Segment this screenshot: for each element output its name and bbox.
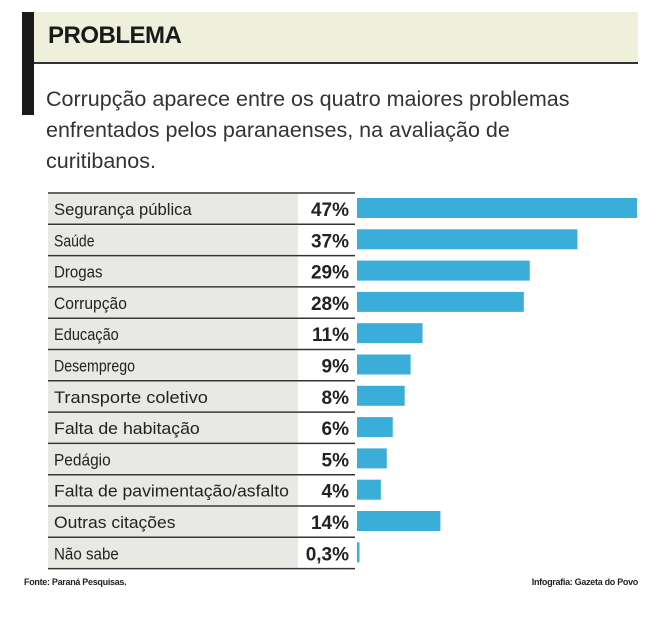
category-label: Educação	[54, 325, 119, 344]
value-label: 8%	[322, 388, 350, 409]
bar	[357, 479, 381, 500]
category-label: Falta de habitação	[54, 419, 200, 438]
value-label: 47%	[311, 200, 349, 221]
row-label-bg	[48, 444, 298, 474]
category-label: Pedágio	[54, 450, 111, 469]
row-label-bg	[48, 350, 298, 380]
value-label: 9%	[322, 357, 350, 378]
bar	[357, 260, 530, 281]
row-label-bg	[48, 475, 298, 505]
row-label-bg	[48, 225, 298, 255]
bar	[357, 511, 441, 531]
credit-note: Infografia: Gazeta do Povo	[531, 577, 639, 587]
row-label-bg	[48, 319, 298, 349]
source-note: Fonte: Paraná Pesquisas.	[24, 577, 127, 587]
category-label: Corrupção	[54, 294, 127, 313]
bar	[357, 354, 411, 375]
category-label: Segurança pública	[54, 200, 192, 219]
bar	[357, 385, 405, 406]
value-label: 37%	[311, 231, 349, 252]
bar	[357, 291, 524, 312]
value-label: 14%	[311, 513, 349, 534]
category-label: Desemprego	[54, 357, 135, 376]
category-label: Não sabe	[54, 544, 119, 563]
title-box: PROBLEMA	[34, 12, 638, 64]
bar	[357, 542, 360, 563]
value-label: 28%	[311, 294, 349, 315]
value-label: 29%	[311, 263, 349, 284]
bar	[357, 323, 423, 344]
category-label: Transporte coletivo	[54, 388, 208, 407]
row-label-bg	[48, 413, 298, 443]
subtitle: Corrupção aparece entre os quatro maiore…	[46, 87, 570, 173]
bar	[357, 448, 387, 469]
category-label: Outras citações	[54, 513, 176, 532]
row-label-bg	[48, 507, 298, 537]
category-label: Falta de pavimentação/asfalto	[54, 482, 289, 501]
row-label-bg	[48, 194, 298, 224]
value-label: 5%	[322, 450, 350, 471]
value-label: 4%	[322, 482, 350, 503]
accent-bar	[22, 12, 34, 115]
page-title: PROBLEMA	[48, 22, 182, 49]
bar	[357, 198, 637, 218]
row-label-bg	[48, 256, 298, 286]
category-label: Drogas	[54, 263, 103, 282]
row-label-bg	[48, 381, 298, 412]
value-label: 0,3%	[306, 544, 349, 565]
bar	[357, 417, 393, 438]
category-label: Saúde	[54, 231, 95, 250]
value-label: 11%	[312, 325, 349, 346]
row-label-bg	[48, 538, 298, 568]
value-label: 6%	[322, 419, 350, 440]
bar	[357, 229, 578, 250]
row-label-bg	[48, 287, 298, 318]
